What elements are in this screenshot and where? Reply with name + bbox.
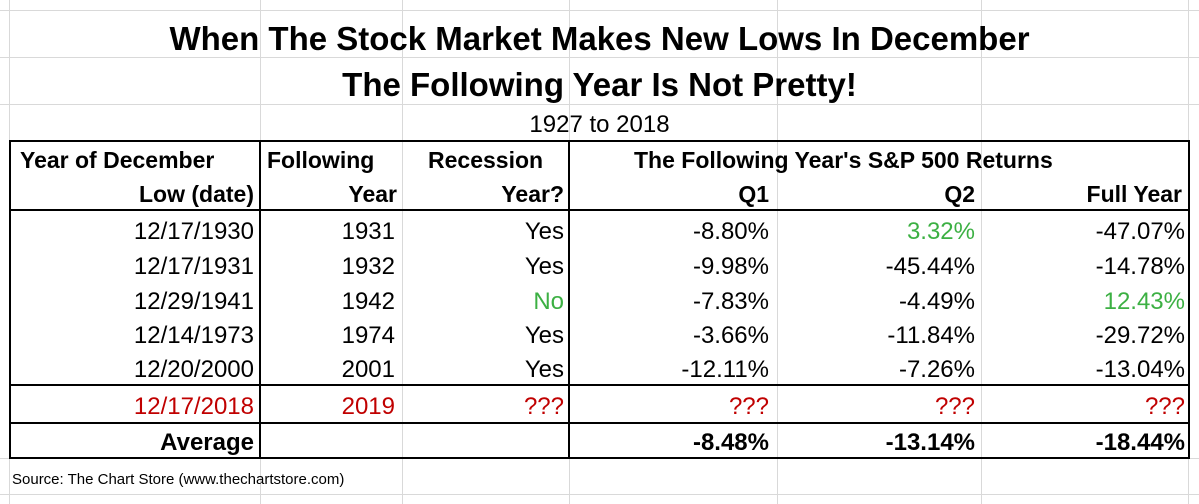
- table-border: [9, 457, 1190, 459]
- cell-full-year: -29.72%: [1095, 322, 1185, 349]
- cell-q1: -12.11%: [681, 356, 769, 383]
- cell-full-year: -13.04%: [1095, 356, 1185, 383]
- cell-low-date: 12/20/2000: [133, 356, 254, 383]
- header-q1: Q1: [738, 181, 769, 207]
- cell-recession: Yes: [524, 356, 564, 383]
- cell-q1: ???: [728, 393, 769, 420]
- cell-low-date: 12/29/1941: [133, 288, 254, 315]
- cell-recession: Yes: [524, 253, 564, 280]
- cell-low-date: 12/17/1931: [133, 253, 254, 280]
- gridline: [0, 10, 1199, 11]
- cell-q2: -11.84%: [887, 322, 975, 349]
- gridline: [0, 494, 1199, 495]
- table-border: [9, 209, 1190, 211]
- gridline: [0, 57, 1199, 58]
- header-following: Following: [267, 147, 375, 173]
- cell-q2: -7.26%: [898, 356, 975, 383]
- cell-recession: ???: [523, 393, 564, 420]
- cell-low-date: 12/17/2018: [133, 393, 254, 420]
- header-q2: Q2: [944, 181, 975, 207]
- cell-full-year: 12.43%: [1103, 288, 1185, 315]
- cell-full-year: -47.07%: [1095, 218, 1185, 245]
- cell-q2: -4.49%: [898, 288, 975, 315]
- cell-q2: 3.32%: [906, 218, 975, 245]
- cell-full-year: -14.78%: [1095, 253, 1185, 280]
- cell-q1: -3.66%: [692, 322, 769, 349]
- cell-full-year: -18.44%: [1095, 429, 1185, 456]
- title-line-2: The Following Year Is Not Pretty!: [342, 66, 857, 103]
- cell-recession: No: [533, 288, 564, 315]
- cell-following-year: 1942: [341, 288, 395, 315]
- table-border: [9, 140, 1190, 142]
- header-year: Year: [348, 181, 397, 207]
- cell-following-year: 2019: [341, 393, 395, 420]
- table-border: [1188, 140, 1190, 459]
- cell-following-year: 1932: [341, 253, 395, 280]
- cell-q1: -7.83%: [692, 288, 769, 315]
- cell-following-year: 2001: [341, 356, 395, 383]
- gridline: [0, 104, 1199, 105]
- gridline: [981, 0, 982, 504]
- cell-q1: -8.80%: [692, 218, 769, 245]
- subtitle: 1927 to 2018: [529, 111, 670, 138]
- table-border: [568, 140, 570, 459]
- cell-q1: -9.98%: [692, 253, 769, 280]
- header-recession: Recession: [428, 147, 544, 173]
- cell-recession: Yes: [524, 322, 564, 349]
- cell-low-date: 12/14/1973: [133, 322, 254, 349]
- table-border: [9, 140, 11, 459]
- cell-full-year: ???: [1144, 393, 1185, 420]
- header-full-year: Full Year: [1086, 181, 1182, 207]
- table-border: [9, 422, 1190, 424]
- cell-recession: Yes: [524, 218, 564, 245]
- gridline: [402, 0, 403, 504]
- average-label: Average: [160, 429, 254, 456]
- cell-q1: -8.48%: [692, 429, 769, 456]
- table-border: [9, 384, 1190, 386]
- header-recession-year: Year?: [501, 181, 564, 207]
- cell-following-year: 1974: [341, 322, 395, 349]
- cell-following-year: 1931: [341, 218, 395, 245]
- header-low-date: Low (date): [139, 181, 254, 207]
- cell-low-date: 12/17/1930: [133, 218, 254, 245]
- source-note: Source: The Chart Store (www.thechartsto…: [12, 471, 345, 488]
- cell-q2: ???: [934, 393, 975, 420]
- gridline: [777, 0, 778, 504]
- header-returns-group: The Following Year's S&P 500 Returns: [634, 147, 1053, 173]
- table-border: [259, 140, 261, 459]
- header-year-of-december: Year of December: [20, 147, 215, 173]
- cell-q2: -45.44%: [885, 253, 975, 280]
- title-line-1: When The Stock Market Makes New Lows In …: [169, 20, 1030, 57]
- cell-q2: -13.14%: [885, 429, 975, 456]
